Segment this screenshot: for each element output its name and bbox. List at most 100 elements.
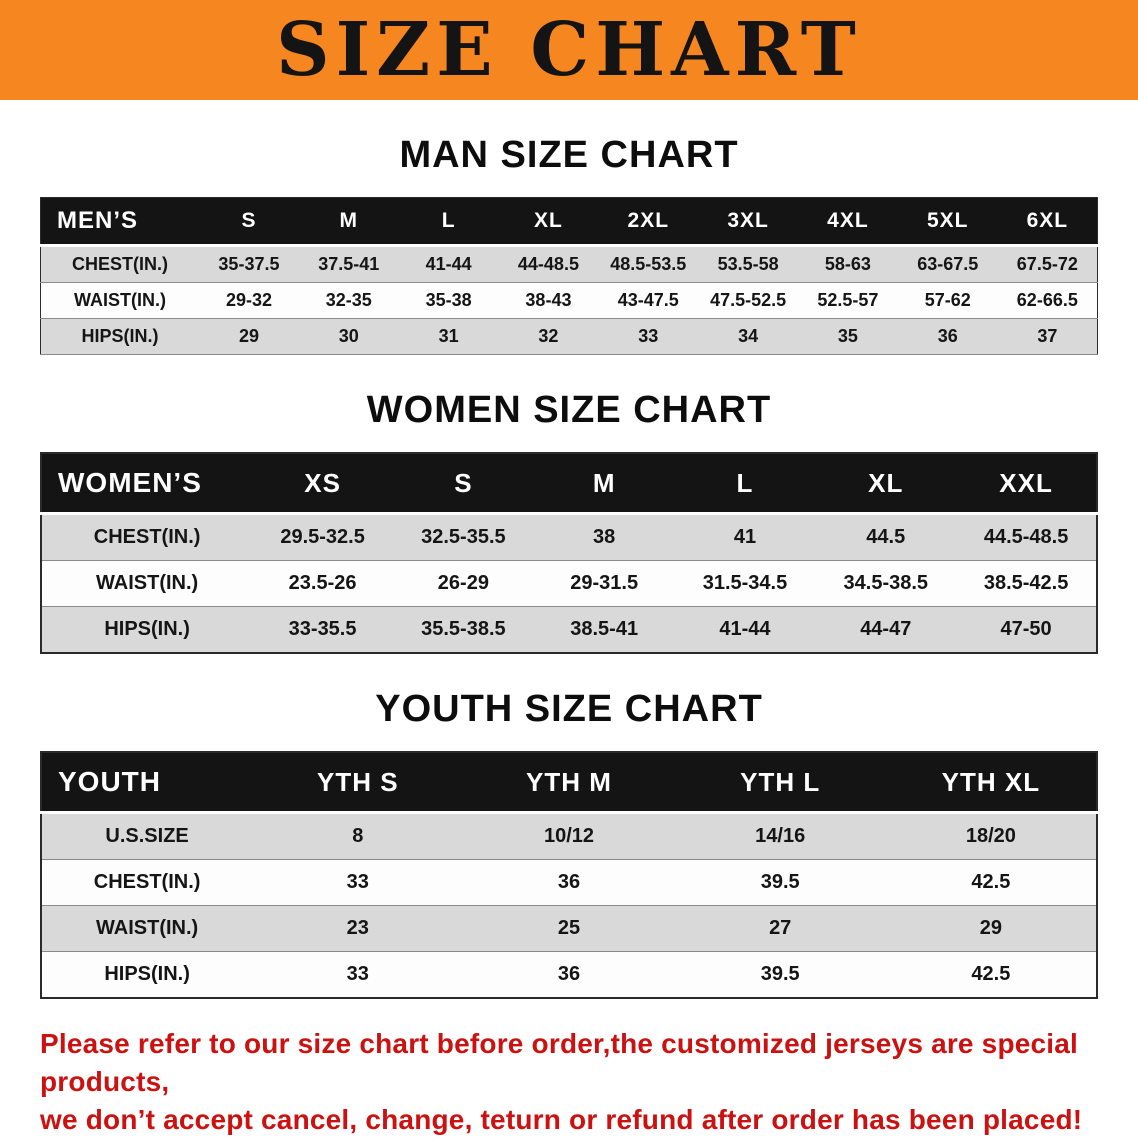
table-title-cell: YOUTH <box>41 752 253 814</box>
size-header-cell: YTH L <box>674 752 886 814</box>
measurement-value-cell: 29-31.5 <box>570 572 639 594</box>
size-header-cell: 3XL <box>698 197 799 247</box>
measurement-value-cell: 47-50 <box>1000 618 1052 640</box>
measurement-value-cell: 39.5 <box>760 963 800 985</box>
measurement-value-cell: 62-66.5 <box>1016 290 1078 310</box>
measurement-row: WAIST(IN.) 29-32 32-35 35-38 38-43 43-47.5 47.… <box>40 282 1098 319</box>
measurement-value-cell: 37.5-41 <box>318 254 380 274</box>
measurement-value-cell: 41-44 <box>719 618 771 640</box>
measurement-value-cell: 41-44 <box>425 254 472 274</box>
measurement-value-cell: 34.5-38.5 <box>843 572 929 594</box>
size-header-cell: 4XL <box>798 197 898 247</box>
measurement-row: WAIST(IN.) 23.5-26 26-29 29-31.5 31.5-34.5 34… <box>41 560 1097 607</box>
measurement-label-cell: WAIST(IN.) <box>74 290 167 310</box>
size-header-cell: M <box>298 197 399 247</box>
measurement-value-cell: 44-48.5 <box>517 254 579 274</box>
measurement-row: CHEST(IN.) 29.5-32.5 32.5-35.5 38 41 44.5 44.5… <box>41 513 1097 561</box>
measurement-label-cell: WAIST(IN.) <box>95 917 199 939</box>
table-title-cell: WOMEN’S <box>41 453 253 515</box>
disclaimer-line-2: we don’t accept cancel, change, teturn o… <box>40 1103 1083 1135</box>
measurement-value-cell: 31 <box>438 326 459 346</box>
measurement-value-cell: 48.5-53.5 <box>610 254 687 274</box>
measurement-value-cell: 38.5-41 <box>570 618 639 640</box>
size-header-cell: 2XL <box>598 197 699 247</box>
measurement-value-cell: 36 <box>937 326 958 346</box>
measurement-value-cell: 14/16 <box>755 825 806 847</box>
mens-size-table: MEN’S S M L XL 2XL 3XL 4XL 5XL 6XL CHEST(IN.) 35-37… <box>40 197 1098 355</box>
size-header-cell: XL <box>498 197 599 247</box>
size-header-cell: YTH XL <box>885 752 1097 814</box>
measurement-value-cell: 38.5-42.5 <box>983 572 1069 594</box>
measurement-value-cell: 36 <box>557 963 581 985</box>
measurement-value-cell: 67.5-72 <box>1016 254 1078 274</box>
women-size-chart-heading: WOMEN SIZE CHART <box>366 389 772 431</box>
measurement-value-cell: 10/12 <box>543 825 595 847</box>
measurement-value-cell: 35.5-38.5 <box>421 618 506 640</box>
measurement-value-cell: 39.5 <box>760 871 800 893</box>
size-header-cell: L <box>674 453 816 515</box>
disclaimer: Please refer to our size chart before or… <box>0 1025 1138 1138</box>
size-header-cell: S <box>392 453 534 515</box>
measurement-value-cell: 26-29 <box>437 572 489 594</box>
measurement-value-cell: 63-67.5 <box>917 254 979 274</box>
measurement-value-cell: 37 <box>1037 326 1058 346</box>
measurement-row: HIPS(IN.) 33 36 39.5 42.5 <box>41 951 1097 998</box>
measurement-row: CHEST(IN.) 33 36 39.5 42.5 <box>41 859 1097 906</box>
measurement-value-cell: 30 <box>338 326 359 346</box>
table-title-cell: MEN’S <box>40 197 200 247</box>
table-header-row: YOUTH YTH S YTH M YTH L YTH XL <box>41 752 1097 814</box>
measurement-value-cell: 23.5-26 <box>288 572 357 594</box>
measurement-value-cell: 57-62 <box>924 290 971 310</box>
size-chart-title: SIZE CHART <box>276 7 862 93</box>
measurement-value-cell: 33 <box>346 963 369 985</box>
measurement-value-cell: 44.5-48.5 <box>983 526 1069 548</box>
man-size-chart-heading: MAN SIZE CHART <box>399 134 739 176</box>
measurement-label-cell: HIPS(IN.) <box>81 326 159 346</box>
measurement-value-cell: 33-35.5 <box>288 618 357 640</box>
size-header-cell: 6XL <box>997 197 1098 247</box>
measurement-value-cell: 44-47 <box>860 618 912 640</box>
measurement-value-cell: 29.5-32.5 <box>280 526 365 548</box>
measurement-value-cell: 33 <box>346 871 369 893</box>
measurement-value-cell: 32 <box>538 326 559 346</box>
measurement-label-cell: HIPS(IN.) <box>104 618 190 640</box>
measurement-value-cell: 35 <box>837 326 858 346</box>
measurement-row: U.S.SIZE 8 10/12 14/16 18/20 <box>41 812 1097 860</box>
size-chart-banner: SIZE CHART <box>0 0 1138 100</box>
measurement-value-cell: 38 <box>593 526 616 548</box>
measurement-value-cell: 35-38 <box>425 290 472 310</box>
measurement-value-cell: 58-63 <box>824 254 871 274</box>
size-header-cell: XS <box>252 453 393 515</box>
measurement-value-cell: 29 <box>979 917 1003 939</box>
measurement-value-cell: 43-47.5 <box>617 290 679 310</box>
measurement-row: HIPS(IN.) 33-35.5 35.5-38.5 38.5-41 41-44 44-… <box>41 606 1097 653</box>
size-header-cell: M <box>533 453 675 515</box>
size-header-cell: YTH M <box>463 752 675 814</box>
measurement-value-cell: 27 <box>769 917 792 939</box>
measurement-value-cell: 34 <box>738 326 759 346</box>
measurement-label-cell: WAIST(IN.) <box>95 572 199 594</box>
measurement-value-cell: 29 <box>238 326 259 346</box>
measurement-value-cell: 18/20 <box>965 825 1016 847</box>
measurement-label-cell: CHEST(IN.) <box>93 871 201 893</box>
size-header-cell: YTH S <box>252 752 464 814</box>
table-header-row: WOMEN’S XS S M L XL XXL <box>41 453 1097 515</box>
measurement-label-cell: HIPS(IN.) <box>104 963 190 985</box>
measurement-value-cell: 8 <box>352 825 364 847</box>
measurement-value-cell: 47.5-52.5 <box>710 290 787 310</box>
measurement-value-cell: 53.5-58 <box>717 254 779 274</box>
youth-size-table: YOUTH YTH S YTH M YTH L YTH XL U.S.SIZE 8 10/12… <box>40 751 1098 999</box>
measurement-value-cell: 35-37.5 <box>218 254 280 274</box>
measurement-value-cell: 36 <box>557 871 581 893</box>
youth-size-chart-heading: YOUTH SIZE CHART <box>375 688 763 730</box>
measurement-value-cell: 23 <box>346 917 369 939</box>
measurement-row: HIPS(IN.) 29 30 31 32 33 34 35 36 37 <box>40 318 1098 355</box>
measurement-value-cell: 38-43 <box>525 290 572 310</box>
table-header-row: MEN’S S M L XL 2XL 3XL 4XL 5XL 6XL <box>40 197 1098 247</box>
measurement-row: WAIST(IN.) 23 25 27 29 <box>41 905 1097 952</box>
measurement-value-cell: 33 <box>638 326 659 346</box>
measurement-label-cell: U.S.SIZE <box>105 825 189 847</box>
measurement-value-cell: 29-32 <box>225 290 272 310</box>
disclaimer-line-1: Please refer to our size chart before or… <box>40 1028 1079 1097</box>
measurement-value-cell: 42.5 <box>971 963 1011 985</box>
